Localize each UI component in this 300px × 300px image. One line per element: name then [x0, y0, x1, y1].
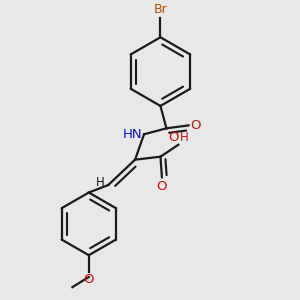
Text: H: H: [96, 176, 105, 189]
Text: O: O: [168, 131, 179, 144]
Text: O: O: [157, 180, 167, 193]
Text: HN: HN: [123, 128, 142, 141]
Text: H: H: [180, 131, 189, 144]
Text: O: O: [190, 119, 201, 132]
Text: O: O: [83, 273, 94, 286]
Text: Br: Br: [154, 3, 167, 16]
